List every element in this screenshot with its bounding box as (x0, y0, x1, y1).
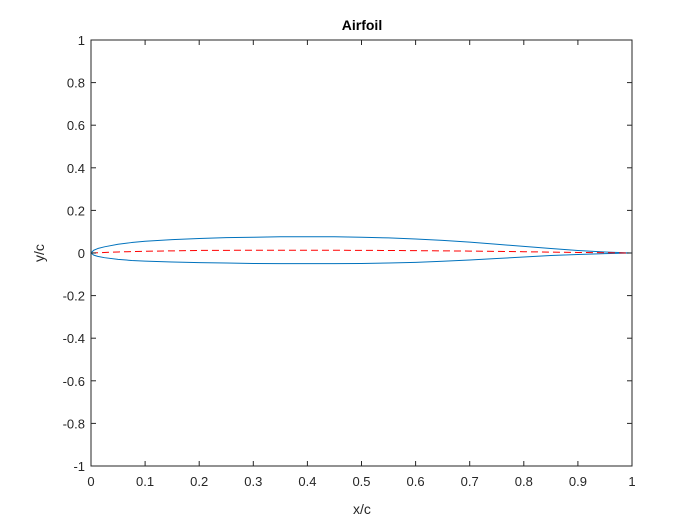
plot-area (90, 39, 633, 467)
y-tick-label: -0.8 (63, 416, 85, 431)
axes-box (90, 39, 633, 467)
y-tick-label: -0.2 (63, 289, 85, 304)
y-tick-label: -1 (73, 459, 85, 474)
camber-line (91, 249, 632, 254)
x-axis-label: x/c (353, 501, 371, 517)
y-tick-label: 0.4 (67, 161, 85, 176)
y-tick-label: 0.8 (67, 76, 85, 91)
x-tick-label: 0.2 (190, 474, 208, 489)
x-tick-label: 0.9 (569, 474, 587, 489)
y-axis-label: y/c (31, 244, 47, 262)
y-tick-label: -0.4 (63, 331, 85, 346)
x-tick-label: 0.8 (515, 474, 533, 489)
x-tick-label: 0.5 (352, 474, 370, 489)
x-tick-label: 0.7 (461, 474, 479, 489)
y-tick-label: 0 (78, 246, 85, 261)
lower-surface-line (91, 252, 632, 265)
series-group (91, 236, 632, 265)
x-tick-label: 0 (87, 474, 94, 489)
x-tick-label: 0.3 (244, 474, 262, 489)
y-tick-label: 1 (78, 33, 85, 48)
x-tick-label: 1 (628, 474, 635, 489)
y-tick-label: 0.2 (67, 203, 85, 218)
y-tick-label: 0.6 (67, 118, 85, 133)
x-tick-label: 0.4 (298, 474, 316, 489)
x-tick-label: 0.1 (136, 474, 154, 489)
y-tick-label: -0.6 (63, 374, 85, 389)
upper-surface-line (91, 236, 632, 254)
x-tick-label: 0.6 (407, 474, 425, 489)
chart-title: Airfoil (342, 17, 382, 33)
axis-ticks: 0 0.1 0.2 0.3 0.4 0.5 0.6 0.7 0.8 0.9 1 -1 -0.8 -0.6 -… (63, 33, 636, 489)
